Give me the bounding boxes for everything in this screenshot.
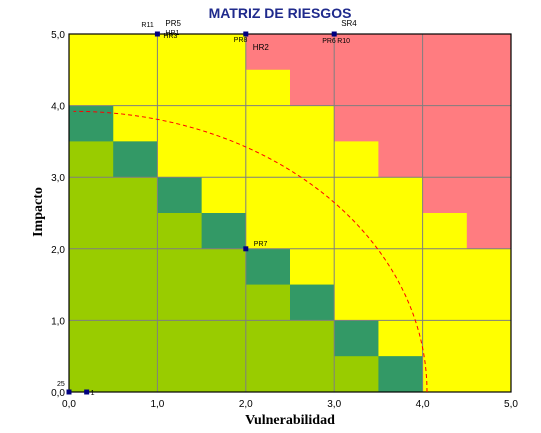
diagonal-cell-7 [334,320,379,357]
y-axis-title: Impacto [31,187,46,237]
data-point-marker-11 [66,389,72,395]
data-point-label-1: 1 [91,390,95,397]
plot-zones [69,34,512,392]
data-point-label-pr6: PR6 [322,38,336,45]
chart-title: MATRIZ DE RIESGOS [209,5,352,21]
data-point-label-hr1: HR1 [165,30,179,37]
x-tick-label-3: 3,0 [327,399,341,410]
y-tick-label-4: 4,0 [51,102,65,113]
data-point-label-sr4: SR4 [341,19,357,28]
y-tick-label-2: 2,0 [51,245,65,256]
diagonal-cell-5 [245,248,290,285]
data-point-marker-1 [154,31,160,37]
x-tick-label-2: 2,0 [239,399,253,410]
x-tick-label-4: 4,0 [416,399,430,410]
diagonal-cell-6 [290,284,335,321]
data-point-label-pr7: PR7 [254,241,268,248]
y-tick-label-1: 1,0 [51,316,65,327]
data-point-label-r11: R11 [141,22,153,29]
data-point-marker-10 [243,246,249,252]
data-point-label-pr5: PR5 [165,19,181,28]
diagonal-cell-4 [201,213,246,249]
axis-ticks: 0,0 1,0 2,0 3,0 4,0 5,0 0,0 1,0 2,0 3,0 4,0 5,0 [51,30,518,410]
y-tick-label-0: 0,0 [51,388,65,399]
diagonal-cell-3 [157,177,202,213]
data-point-marker-7 [331,31,337,37]
data-point-label-pr8: PR8 [234,37,248,44]
data-point-marker-5 [243,31,249,37]
high-zone [245,34,512,249]
x-tick-label-1: 1,0 [150,399,164,410]
y-tick-label-3: 3,0 [51,173,65,184]
diagonal-cell-1 [69,105,114,142]
plot-frame [68,33,512,393]
diagonal-cell-2 [113,141,158,178]
data-point-label-r10: R10 [337,38,350,45]
x-tick-label-5: 5,0 [504,399,518,410]
data-point-label-hr3: HR3 [163,33,177,40]
risk-curve-layer [73,110,428,393]
x-tick-label-0: 0,0 [62,399,76,410]
diagonal-cell-8 [378,356,423,392]
grid-lines [68,33,512,393]
x-axis-title: Vulnerabilidad [245,413,335,428]
data-point-label-25: 25 [57,381,65,388]
y-tick-label-5: 5,0 [51,30,65,41]
risk-curve [73,110,428,393]
data-point-label-hr2: HR2 [253,43,270,52]
data-point-marker-12 [84,389,90,395]
